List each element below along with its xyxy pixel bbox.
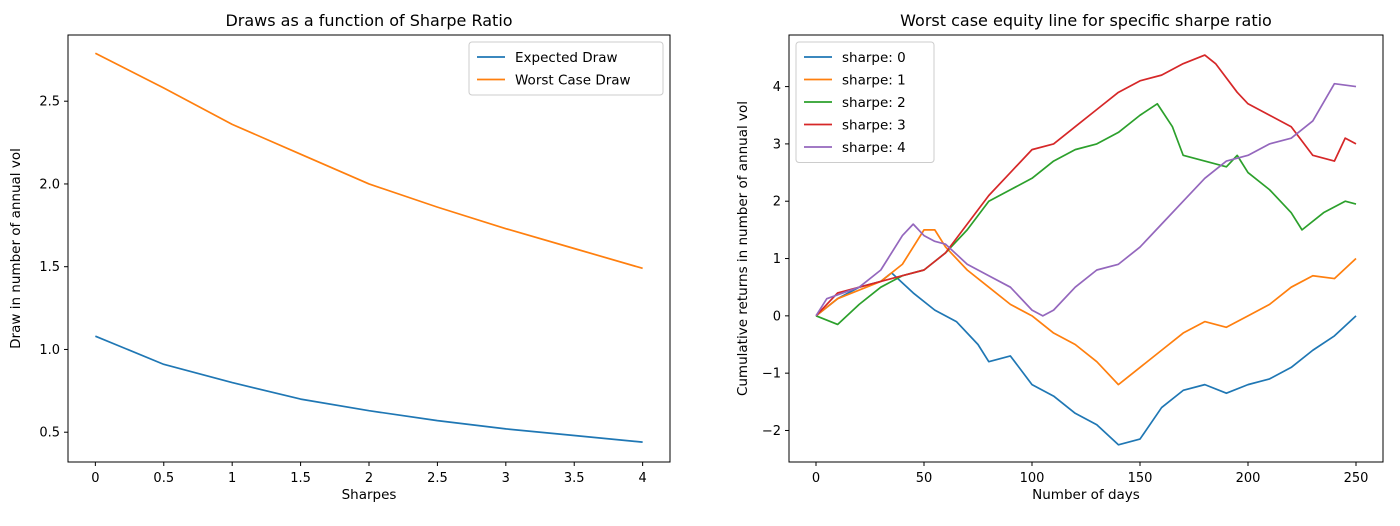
x-tick-label: 0 <box>91 471 99 486</box>
chart-0: 0 0.5 1 1.5 2 2.5 3 3.5 4 0.5 1.0 1.5 2.0 2.5 Draws as… <box>8 11 671 503</box>
x-tick-label: 2.5 <box>427 471 448 486</box>
x-tick-label: 150 <box>1128 471 1153 486</box>
y-tick-label: 2.0 <box>39 177 60 192</box>
x-tick-label: 1 <box>228 471 236 486</box>
y-tick-label: 3 <box>773 137 781 152</box>
axes-frame <box>788 34 1384 463</box>
y-axis-label: Draw in number of annual vol <box>8 148 24 349</box>
legend-label: sharpe: 4 <box>842 140 906 156</box>
axes-frame <box>67 34 671 463</box>
y-axis-label: Cumulative returns in number of annual v… <box>735 101 751 396</box>
x-tick-label: 1.5 <box>290 471 311 486</box>
chart-title: Worst case equity line for specific shar… <box>900 11 1272 30</box>
y-tick-label: 1 <box>773 252 781 267</box>
x-tick-label: 250 <box>1344 471 1369 486</box>
x-tick-label: 2 <box>365 471 373 486</box>
series-line-0 <box>95 335 643 443</box>
y-tick-label: 1.5 <box>39 260 60 275</box>
y-tick-label: 1.0 <box>39 343 60 358</box>
legend: Expected Draw Worst Case Draw <box>468 41 664 96</box>
legend-label: Worst Case Draw <box>515 73 631 89</box>
series-line-0 <box>815 272 1357 446</box>
x-tick-label: 3 <box>502 471 510 486</box>
y-tick-label: 0 <box>773 309 781 324</box>
x-axis-label: Sharpes <box>342 487 397 503</box>
y-tick-label: 4 <box>773 80 781 95</box>
y-tick-label: 2.5 <box>39 95 60 110</box>
legend: sharpe: 0 sharpe: 1 sharpe: 2 sharpe: 3 shar… <box>795 41 935 163</box>
x-tick-label: 100 <box>1020 471 1045 486</box>
x-tick-label: 0.5 <box>153 471 174 486</box>
x-tick-label: 50 <box>916 471 933 486</box>
series-line-4 <box>815 82 1357 317</box>
legend-box <box>795 41 935 163</box>
series-line-3 <box>815 54 1357 317</box>
y-tick-label: −2 <box>762 424 781 439</box>
y-tick-label: 0.5 <box>39 426 60 441</box>
series-line-1 <box>94 52 643 270</box>
x-tick-label: 0 <box>812 471 820 486</box>
legend-label: sharpe: 2 <box>842 95 906 111</box>
x-tick-label: 200 <box>1236 471 1261 486</box>
chart-title: Draws as a function of Sharpe Ratio <box>225 11 512 30</box>
legend-label: sharpe: 0 <box>842 50 906 66</box>
series-line-1 <box>815 229 1357 386</box>
legend-label: sharpe: 1 <box>842 73 906 89</box>
chart-1: 0 50 100 150 200 250 −2 −1 0 1 2 3 4 Worst case equit… <box>735 11 1384 503</box>
x-tick-label: 4 <box>638 471 646 486</box>
legend-label: Expected Draw <box>515 50 618 66</box>
y-tick-label: −1 <box>762 367 781 382</box>
legend-box <box>468 41 664 96</box>
legend-label: sharpe: 3 <box>842 118 906 134</box>
x-tick-label: 3.5 <box>564 471 585 486</box>
x-axis-label: Number of days <box>1032 487 1140 503</box>
y-tick-label: 2 <box>773 195 781 210</box>
